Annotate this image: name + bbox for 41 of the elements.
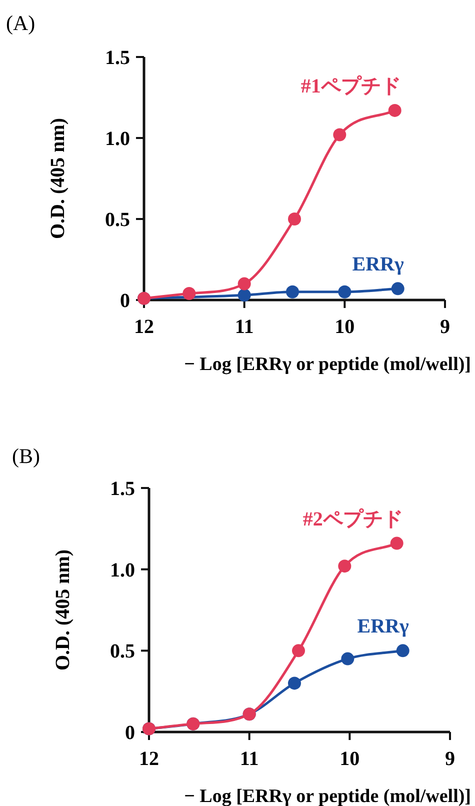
point bbox=[338, 285, 352, 298]
x-tick-label: 12 bbox=[134, 316, 154, 338]
point bbox=[338, 560, 352, 573]
point bbox=[390, 536, 404, 550]
y-tick-label: 1.5 bbox=[105, 47, 130, 69]
series-label: ERRγ bbox=[357, 616, 410, 638]
y-tick-label: 1.0 bbox=[105, 128, 130, 150]
x-tick-label: 11 bbox=[234, 316, 254, 338]
y-axis-title: O.D. (405 nm) bbox=[52, 549, 74, 671]
series-label: #1ペプチド bbox=[300, 74, 401, 98]
point bbox=[341, 652, 354, 666]
x-tick-label: 11 bbox=[240, 748, 259, 770]
chart-title: (B) bbox=[12, 444, 40, 468]
point bbox=[333, 128, 346, 142]
x-tick-label: 10 bbox=[340, 748, 360, 770]
point bbox=[288, 676, 301, 690]
point bbox=[182, 287, 196, 300]
series-label: ERRγ bbox=[352, 254, 404, 276]
point bbox=[388, 104, 402, 117]
point bbox=[286, 285, 299, 298]
x-axis-title: − Log [ERRγ or peptide (mol/well)] bbox=[184, 354, 471, 375]
point bbox=[288, 212, 301, 226]
point bbox=[391, 282, 404, 296]
x-tick-label: 9 bbox=[440, 316, 450, 338]
point bbox=[292, 644, 305, 658]
point bbox=[238, 277, 251, 290]
y-tick-label: 0.5 bbox=[110, 640, 135, 663]
series-label: #2ペプチド bbox=[302, 507, 403, 530]
chart-title: (A) bbox=[6, 11, 36, 35]
y-tick-label: 1.5 bbox=[110, 478, 135, 500]
x-axis-title: − Log [ERRγ or peptide (mol/well)] bbox=[184, 786, 471, 806]
y-tick-label: 1.0 bbox=[110, 559, 135, 582]
y-axis-title: O.D. (405 nm) bbox=[47, 118, 69, 240]
x-tick-label: 12 bbox=[139, 748, 159, 770]
y-tick-label: 0 bbox=[125, 722, 135, 744]
point bbox=[238, 288, 251, 302]
y-tick-label: 0.5 bbox=[105, 209, 130, 231]
x-tick-label: 9 bbox=[445, 748, 455, 770]
point bbox=[396, 644, 410, 658]
x-tick-label: 10 bbox=[334, 316, 355, 338]
y-tick-label: 0 bbox=[120, 290, 130, 312]
